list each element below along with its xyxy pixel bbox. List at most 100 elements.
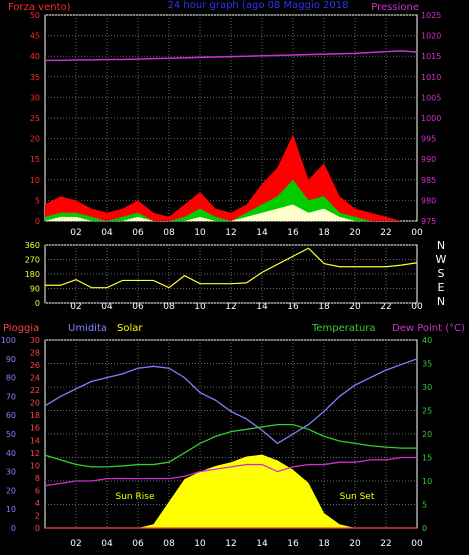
- rain-tick-label: 14: [30, 436, 40, 445]
- direction-tick-label: 360: [25, 241, 40, 250]
- time-tick-label: 04: [101, 228, 113, 238]
- time-tick-label: 14: [256, 228, 268, 238]
- pressure-line: [45, 50, 418, 62]
- humidity-tick-label: 40: [6, 449, 16, 458]
- time-tick-label: 02: [70, 302, 81, 312]
- time-tick-label: 00: [411, 228, 423, 238]
- pressure-tick-label: 975: [421, 217, 436, 226]
- humidity-tick-label: 70: [6, 392, 16, 401]
- time-tick-label: 10: [194, 539, 206, 549]
- wind-tick-label: 15: [30, 155, 40, 164]
- time-tick-label: 14: [256, 539, 268, 549]
- time-tick-label: 14: [256, 302, 268, 312]
- time-tick-label: 00: [411, 539, 423, 549]
- wind-tick-label: 50: [30, 11, 40, 20]
- compass-label: N: [437, 239, 445, 252]
- rain-tick-label: 2: [35, 511, 40, 520]
- temperature-tick-label: 30: [422, 383, 432, 392]
- humidity-tick-label: 80: [6, 374, 16, 383]
- time-tick-label: 22: [380, 228, 391, 238]
- rain-tick-label: 28: [30, 349, 40, 358]
- weather-ticks: 0 5 10 15 20 25 30 35 40 0 10 20 30 40 50 60 70 80 90 100 0 2…: [1, 336, 432, 533]
- temperature-line: [44, 423, 417, 468]
- rain-label: Pioggia: [3, 323, 39, 334]
- time-tick-label: 06: [132, 228, 144, 238]
- time-tick-label: 08: [163, 228, 175, 238]
- time-tick-label: 20: [349, 302, 361, 312]
- graph-title: 24 hour graph (ago 08 Maggio 2018: [168, 0, 349, 11]
- rain-tick-label: 8: [35, 474, 40, 483]
- temperature-tick-label: 10: [422, 477, 432, 486]
- time-tick-label: 08: [163, 539, 175, 549]
- time-tick-label: 04: [101, 302, 113, 312]
- humidity-tick-label: 0: [11, 524, 16, 533]
- sunrise-annotation: Sun Rise: [116, 492, 155, 502]
- sunset-annotation: Sun Set: [340, 492, 375, 502]
- pressure-tick-label: 1000: [421, 114, 441, 123]
- direction-tick-label: 0: [35, 299, 40, 308]
- pressure-tick-label: 1020: [421, 32, 441, 41]
- time-tick-label: 20: [349, 539, 361, 549]
- weather-panel: 0 5 10 15 20 25 30 35 40 0 10 20 30 40 50 60 70 80 90 100 0 2…: [1, 336, 432, 533]
- rain-tick-label: 20: [30, 399, 40, 408]
- humidity-tick-label: 30: [6, 468, 16, 477]
- time-tick-label: 08: [163, 302, 175, 312]
- temperature-tick-label: 25: [422, 407, 432, 416]
- humidity-label: Umidita: [68, 323, 107, 334]
- pressure-tick-label: 1010: [421, 73, 441, 82]
- solar-label: Solar: [117, 323, 143, 334]
- rain-tick-label: 22: [30, 386, 40, 395]
- wind-tick-label: 40: [30, 52, 40, 61]
- compass-label: S: [438, 267, 445, 280]
- weather-data: [44, 358, 418, 529]
- rain-tick-label: 30: [30, 336, 40, 345]
- rain-tick-label: 0: [35, 524, 40, 533]
- wind-tick-label: 0: [35, 217, 40, 226]
- pressure-tick-label: 985: [421, 176, 436, 185]
- dewpoint-label: Dew Point (°C): [392, 323, 465, 334]
- time-tick-label: 10: [194, 228, 206, 238]
- time-tick-label: 10: [194, 302, 206, 312]
- humidity-tick-label: 50: [6, 430, 16, 439]
- time-tick-label: 06: [132, 539, 144, 549]
- humidity-tick-label: 10: [6, 505, 16, 514]
- rain-tick-label: 18: [30, 411, 40, 420]
- humidity-tick-label: 100: [1, 336, 16, 345]
- rain-tick-label: 4: [35, 499, 40, 508]
- wind-tick-label: 25: [30, 114, 40, 123]
- time-tick-label: 12: [225, 539, 236, 549]
- wind-min-area: [45, 204, 417, 221]
- temperature-tick-label: 20: [422, 430, 432, 439]
- humidity-tick-label: 20: [6, 486, 16, 495]
- wind-pressure-data: [45, 50, 418, 221]
- pressure-tick-label: 1005: [421, 93, 441, 102]
- compass-label: N: [437, 295, 445, 308]
- wind-tick-label: 10: [30, 176, 40, 185]
- wind-speed-title: Forza vento): [8, 2, 71, 13]
- time-tick-label: 22: [380, 302, 391, 312]
- direction-tick-label: 180: [25, 270, 40, 279]
- time-axis-labels: 02 04 06 08 10 12 14 16 18 20 22 00 02 04 06 08 10 12 14 16…: [70, 228, 423, 549]
- direction-data: [45, 247, 418, 289]
- weather-grid: [45, 339, 417, 529]
- pressure-tick-label: 980: [421, 196, 436, 205]
- time-tick-label: 16: [287, 228, 299, 238]
- pressure-tick-label: 990: [421, 155, 436, 164]
- time-tick-label: 18: [318, 539, 330, 549]
- time-tick-label: 00: [411, 302, 423, 312]
- pressure-tick-label: 995: [421, 135, 436, 144]
- wind-tick-label: 20: [30, 135, 40, 144]
- humidity-tick-label: 90: [6, 355, 16, 364]
- temperature-tick-label: 5: [422, 501, 427, 510]
- wind-pressure-ticks: 0510152025303540455097598098599099510001…: [30, 11, 442, 226]
- wind-tick-label: 35: [30, 73, 40, 82]
- direction-tick-label: 270: [25, 256, 40, 265]
- pressure-tick-label: 1025: [421, 11, 441, 20]
- temperature-label: Temperatura: [311, 323, 376, 334]
- rain-tick-label: 10: [30, 461, 40, 470]
- humidity-tick-label: 60: [6, 411, 16, 420]
- humidity-line: [44, 358, 418, 445]
- solar-area: [45, 454, 417, 528]
